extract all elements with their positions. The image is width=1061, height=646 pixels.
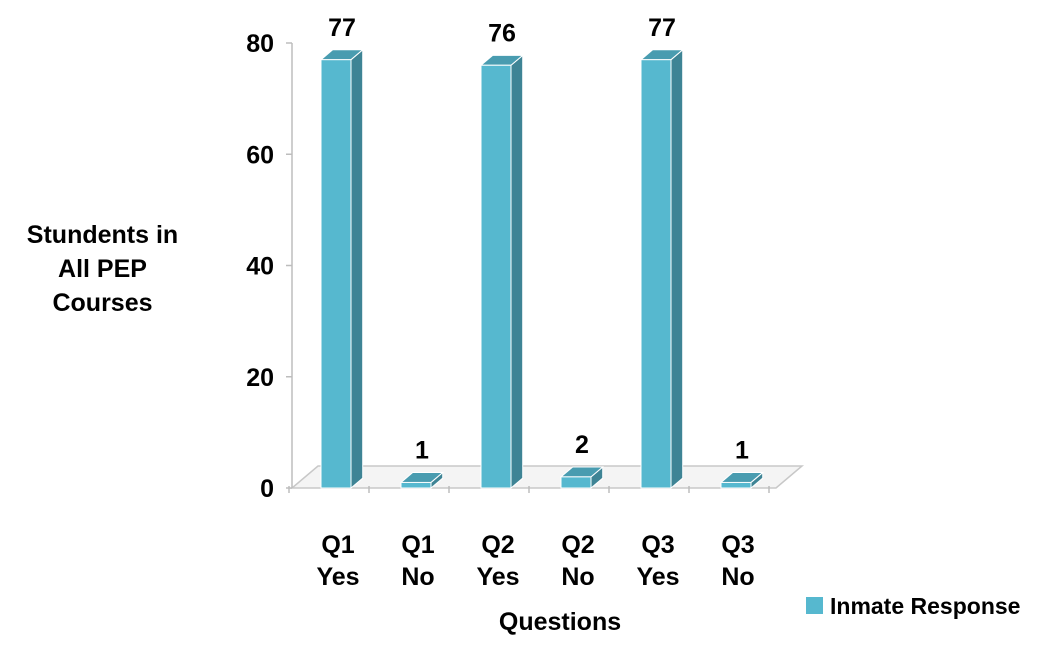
x-axis-ticks: Q1 Yes Q1 No Q2 Yes Q2 No Q3 Yes Q3 No — [288, 486, 770, 591]
x-tick-label: Q3 Yes — [636, 531, 679, 591]
data-label: 76 — [488, 19, 516, 47]
x-tick-label-line: No — [561, 563, 594, 591]
data-label: 2 — [575, 431, 589, 459]
x-tick-label: Q3 No — [721, 531, 754, 591]
bar-front — [720, 481, 752, 489]
data-label: 77 — [328, 14, 356, 42]
y-tick-label: 80 — [246, 30, 274, 58]
x-tick-label: Q2 Yes — [476, 531, 519, 591]
bar — [639, 48, 685, 490]
bar-front — [560, 476, 592, 489]
data-label: 77 — [648, 14, 676, 42]
x-tick-label: Q2 No — [561, 531, 594, 591]
bar — [319, 48, 365, 490]
y-axis: 0 20 40 60 80 — [246, 30, 293, 503]
bar-side — [350, 48, 364, 490]
x-tick-label-line: Yes — [476, 563, 519, 591]
bar — [719, 471, 765, 490]
bar-front — [320, 59, 352, 489]
y-tick-label: 40 — [246, 253, 274, 281]
bars — [319, 48, 765, 490]
x-tick-label-line: No — [401, 563, 434, 591]
x-tick-label-line: No — [721, 563, 754, 591]
y-tick-label: 0 — [260, 475, 274, 503]
bar-side — [510, 54, 524, 490]
bar-front — [400, 481, 432, 489]
bar-front — [480, 64, 512, 489]
x-tick-label-line: Q1 — [321, 531, 354, 559]
x-tick-label-line: Q3 — [721, 531, 754, 559]
bar-front — [640, 59, 672, 489]
x-tick-label: Q1 Yes — [316, 531, 359, 591]
data-labels: 77 1 76 2 77 1 — [328, 14, 749, 465]
x-tick-label-line: Yes — [636, 563, 679, 591]
bar-side — [670, 48, 684, 490]
bar — [399, 471, 445, 490]
data-label: 1 — [415, 437, 429, 465]
x-axis-label: Questions — [499, 608, 621, 636]
x-tick-label-line: Q2 — [481, 531, 514, 559]
bar — [479, 54, 525, 490]
x-tick-label-line: Q3 — [641, 531, 674, 559]
y-tick-label: 60 — [246, 141, 274, 169]
x-tick-label-line: Q1 — [401, 531, 434, 559]
legend-label: Inmate Response — [830, 593, 1020, 619]
legend: Inmate Response — [806, 593, 1020, 619]
x-tick-label-line: Yes — [316, 563, 359, 591]
bar — [559, 465, 605, 490]
legend-swatch — [806, 597, 823, 614]
data-label: 1 — [735, 437, 749, 465]
y-axis-label: Stundents in All PEP Courses — [26, 221, 179, 317]
x-tick-label-line: Q2 — [561, 531, 594, 559]
y-tick-label: 20 — [246, 364, 274, 392]
x-tick-label: Q1 No — [401, 531, 434, 591]
